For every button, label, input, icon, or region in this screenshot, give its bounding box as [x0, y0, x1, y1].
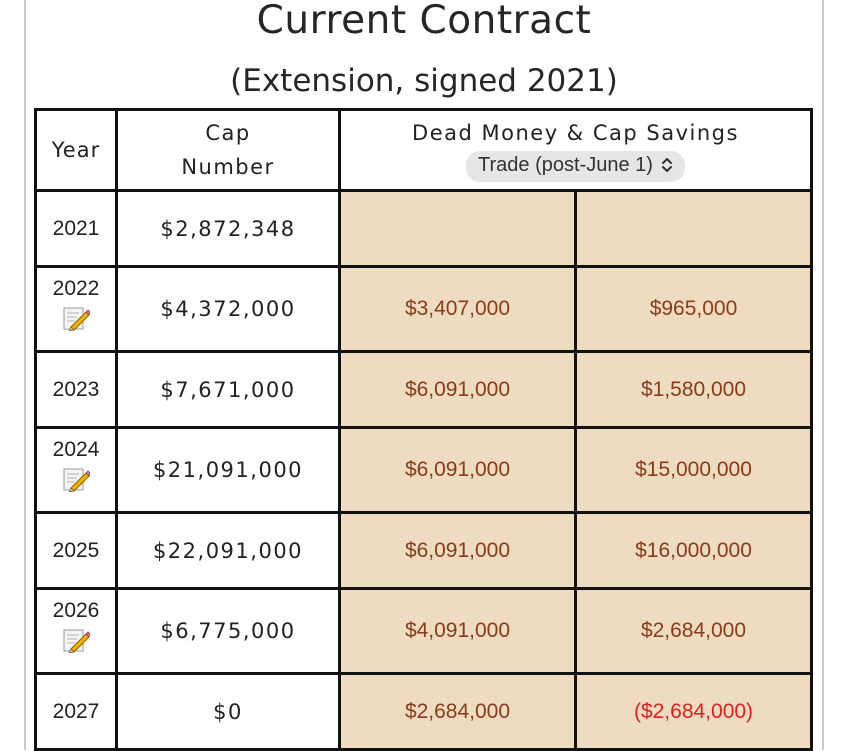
header-dead-money-label: Dead Money & Cap Savings [412, 120, 739, 145]
scenario-select[interactable]: Trade (post-June 1) [466, 150, 685, 182]
table-row: 2027 $0 $2,684,000 ($2,684,000) [34, 672, 813, 751]
year-text: 2024 [52, 438, 100, 461]
year-text: 2025 [52, 538, 100, 562]
header-cap-line2: Number [181, 155, 275, 179]
cap-savings-cell: ($2,684,000) [574, 672, 813, 751]
cap-savings-cell: $965,000 [574, 265, 813, 353]
table-row: 2023 $7,671,000 $6,091,000 $1,580,000 [34, 350, 813, 429]
page-frame-left [24, 0, 26, 750]
header-cap-number: Cap Number [115, 108, 341, 192]
cap-savings-cell: $2,684,000 [574, 587, 813, 675]
scenario-select-value: Trade (post-June 1) [478, 153, 653, 176]
note-pencil-icon[interactable] [62, 305, 90, 331]
note-pencil-icon[interactable] [62, 466, 90, 492]
cap-savings-cell: $1,580,000 [574, 350, 813, 429]
year-cell: 2021 [34, 189, 118, 268]
year-cell: 2026 [34, 587, 118, 675]
table-body: 2021 $2,872,348 2022 $4,372,000 $3,407,0… [34, 189, 813, 751]
note-pencil-icon[interactable] [62, 627, 90, 653]
table-row: 2024 $21,091,000 $6,091,000 $15,000,000 [34, 426, 813, 514]
year-text: 2026 [52, 599, 100, 622]
dead-money-cell: $4,091,000 [338, 587, 577, 675]
cap-savings-cell [574, 189, 813, 268]
year-cell: 2023 [34, 350, 118, 429]
dead-money-cell [338, 189, 577, 268]
page-title: Current Contract [256, 0, 592, 43]
cap-number-cell: $22,091,000 [115, 511, 341, 590]
dead-money-cell: $3,407,000 [338, 265, 577, 353]
table-header-row: Year Cap Number Dead Money & Cap Savings… [34, 108, 813, 192]
dead-money-cell: $6,091,000 [338, 350, 577, 429]
year-text: 2021 [52, 216, 100, 240]
header-dead-money: Dead Money & Cap Savings Trade (post-Jun… [338, 108, 813, 192]
year-cell: 2024 [34, 426, 118, 514]
table-row: 2022 $4,372,000 $3,407,000 $965,000 [34, 265, 813, 353]
cap-number-cell: $21,091,000 [115, 426, 341, 514]
cap-number-cell: $6,775,000 [115, 587, 341, 675]
chevron-up-down-icon [661, 156, 673, 174]
page-subtitle: (Extension, signed 2021) [230, 63, 618, 99]
year-text: 2023 [52, 377, 100, 401]
year-text: 2022 [52, 277, 100, 300]
table-row: 2021 $2,872,348 [34, 189, 813, 268]
header-cap-line1: Cap [205, 121, 251, 145]
cap-savings-cell: $16,000,000 [574, 511, 813, 590]
cap-number-cell: $4,372,000 [115, 265, 341, 353]
cap-savings-cell: $15,000,000 [574, 426, 813, 514]
dead-money-cell: $2,684,000 [338, 672, 577, 751]
table-row: 2026 $6,775,000 $4,091,000 $2,684,000 [34, 587, 813, 675]
header-year: Year [34, 108, 118, 192]
dead-money-cell: $6,091,000 [338, 426, 577, 514]
cap-number-cell: $7,671,000 [115, 350, 341, 429]
year-text: 2027 [52, 699, 100, 723]
cap-number-cell: $0 [115, 672, 341, 751]
contract-table: Year Cap Number Dead Money & Cap Savings… [34, 108, 813, 751]
year-cell: 2022 [34, 265, 118, 353]
page-frame-right [822, 0, 824, 750]
dead-money-cell: $6,091,000 [338, 511, 577, 590]
cap-number-cell: $2,872,348 [115, 189, 341, 268]
table-row: 2025 $22,091,000 $6,091,000 $16,000,000 [34, 511, 813, 590]
year-cell: 2025 [34, 511, 118, 590]
year-cell: 2027 [34, 672, 118, 751]
